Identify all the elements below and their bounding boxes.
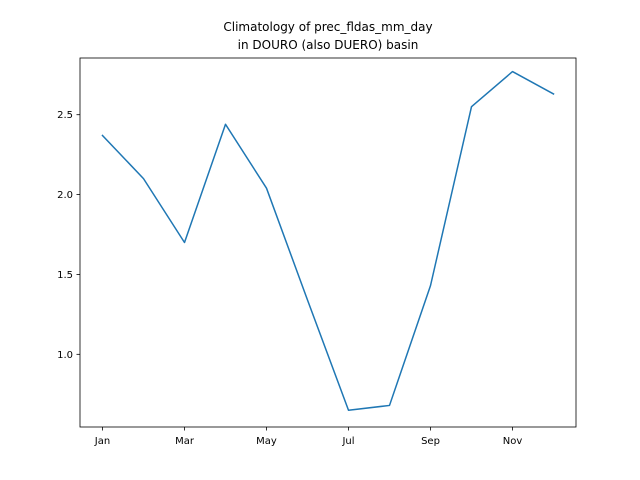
plot-frame — [79, 57, 577, 428]
plot-background — [80, 58, 576, 427]
y-tick-label: 1.5 — [57, 270, 73, 281]
series-layer — [101, 70, 555, 411]
x-tick-label: Nov — [503, 436, 523, 447]
chart-title-line-2: in DOURO (also DUERO) basin — [238, 38, 419, 52]
series-line — [101, 70, 555, 411]
y-tick-label: 2.5 — [57, 110, 73, 121]
x-tick-label: Jan — [94, 436, 110, 447]
y-axis: 1.0 1.5 2.0 2.5 — [57, 110, 80, 361]
x-tick-label: Mar — [175, 436, 195, 447]
x-tick-label: Sep — [421, 436, 440, 447]
x-axis: Jan Mar May Jul Sep Nov — [94, 427, 523, 447]
y-tick-label: 1.0 — [57, 350, 73, 361]
x-tick-label: May — [256, 436, 277, 447]
y-tick-label: 2.0 — [57, 190, 73, 201]
x-tick-label: Jul — [341, 436, 354, 447]
chart-title-line-1: Climatology of prec_fldas_mm_day — [223, 20, 432, 34]
